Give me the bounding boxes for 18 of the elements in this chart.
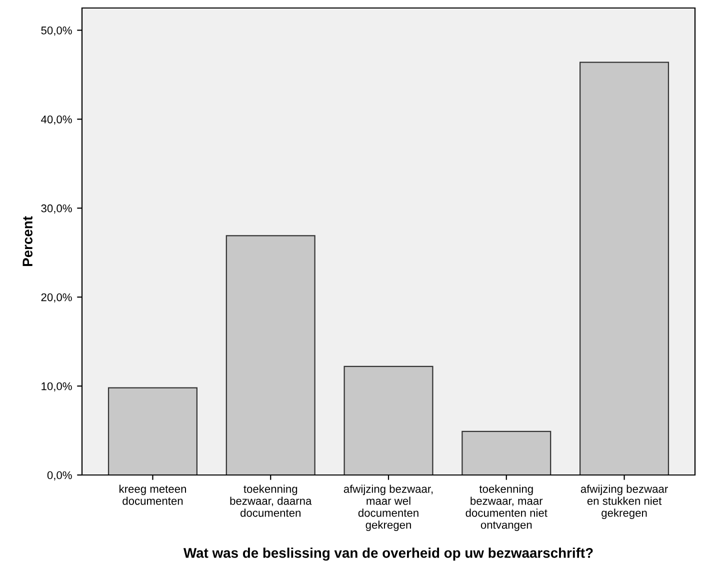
bar xyxy=(344,366,434,475)
y-tick-label: 10,0% xyxy=(42,382,72,392)
x-tick-label: toekenning bezwaar, maar documenten niet ontvangen xyxy=(466,484,548,531)
x-axis-title: Wat was de beslissing van de overheid op uw bezwaarschrift? xyxy=(183,548,593,561)
y-tick-label: 40,0% xyxy=(41,115,72,125)
y-tick-label: 0,0% xyxy=(47,471,72,480)
y-tick-label: 20,0% xyxy=(41,293,72,303)
bar xyxy=(226,235,316,475)
x-tick-label: kreeg meteen documenten xyxy=(120,484,186,505)
x-tick-label: toekenning bezwaar, daarna documenten xyxy=(230,484,312,517)
x-tick-label: afwijzing bezwaar, maar wel documenten gekregen xyxy=(344,484,433,531)
y-tick-label: 50,0% xyxy=(41,26,72,36)
bar xyxy=(462,430,552,475)
y-tick-label: 30,0% xyxy=(41,204,72,214)
bar xyxy=(580,62,670,475)
y-axis-title: Percent xyxy=(22,216,32,266)
x-tick-label: afwijzing bezwaar en stukken niet gekregen xyxy=(580,484,668,520)
bar xyxy=(108,387,198,475)
